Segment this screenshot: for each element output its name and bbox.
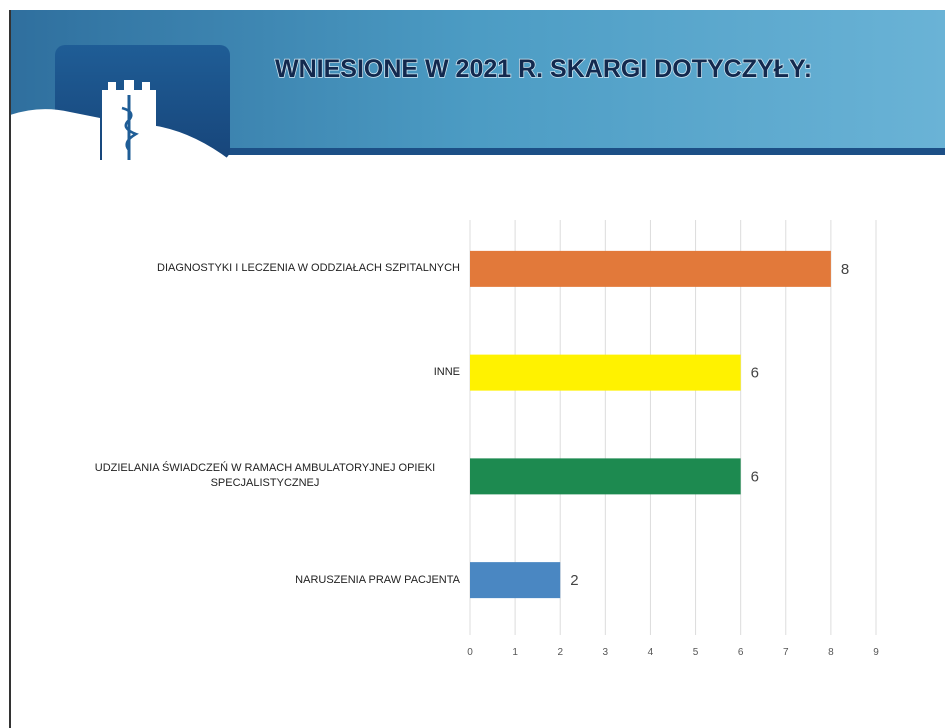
bar [470,562,561,599]
header-stripe [10,148,945,155]
category-label: NARUSZENIA PRAW PACJENTA [295,573,460,586]
x-tick-label: 7 [783,647,789,658]
x-tick-label: 1 [512,647,518,658]
x-tick-label: 5 [693,647,699,658]
category-label: INNE [433,366,460,379]
x-tick-label: 3 [603,647,609,658]
logo-landscape [10,109,230,160]
x-tick-label: 4 [648,647,654,658]
x-tick-label: 9 [873,647,879,658]
category-label: DIAGNOSTYKI I LECZENIA W ODDZIAŁACH SZPI… [157,262,460,275]
value-label: 6 [751,365,759,382]
value-label: 2 [570,572,578,589]
chart-title: WNIESIONE W 2021 R. SKARGI DOTYCZYŁY: [275,55,812,83]
x-tick-label: 8 [828,647,834,658]
category-label: UDZIELANIA ŚWIADCZEŃ W RAMACH AMBULATORY… [94,462,436,490]
x-tick-label: 2 [557,647,563,658]
x-tick-label: 0 [467,647,473,658]
value-label: 6 [751,468,759,485]
bar [470,250,831,287]
value-label: 8 [841,261,849,278]
bar [470,458,741,495]
bar [470,354,741,391]
x-tick-label: 6 [738,647,744,658]
logo-snake [121,106,139,151]
